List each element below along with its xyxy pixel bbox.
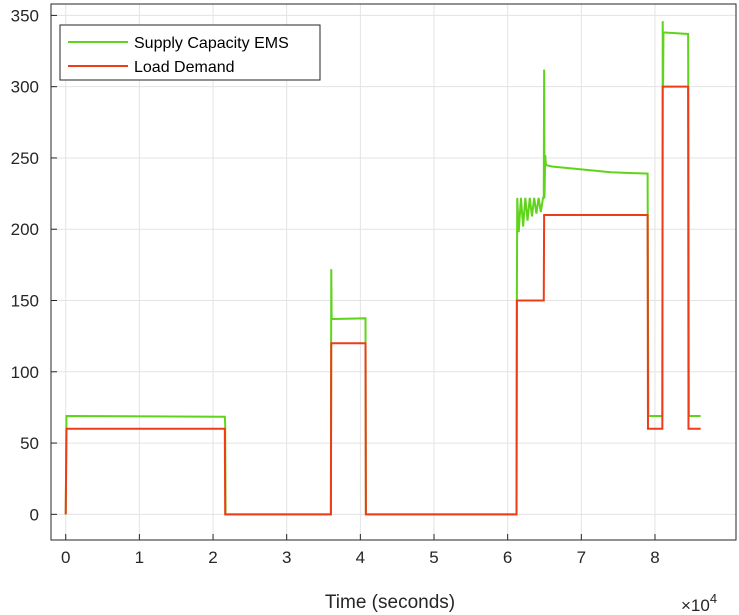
y-tick-label: 300 xyxy=(11,78,39,97)
y-tick-label: 50 xyxy=(20,434,39,453)
legend-label-supply: Supply Capacity EMS xyxy=(134,35,289,52)
axes xyxy=(50,3,737,541)
y-tick-label: 200 xyxy=(11,220,39,239)
y-tick-label: 100 xyxy=(11,363,39,382)
y-tick-label: 350 xyxy=(11,6,39,25)
x-tick-label: 8 xyxy=(650,548,659,567)
y-tick-label: 0 xyxy=(30,505,39,524)
x-tick-label: 6 xyxy=(503,548,512,567)
legend-box xyxy=(59,24,321,81)
plot-area xyxy=(51,4,736,540)
y-axis-ticks: 0 50 100 150 200 250 300 350 xyxy=(11,6,57,524)
y-tick-label: 250 xyxy=(11,149,39,168)
grid-lines xyxy=(51,4,736,540)
x-tick-label: 3 xyxy=(282,548,291,567)
x-tick-label: 4 xyxy=(356,548,365,567)
x-axis-exponent-base: ×10 xyxy=(681,596,710,615)
x-axis-exponent-power: 4 xyxy=(710,591,717,606)
axes-box xyxy=(50,3,737,541)
x-axis-label: Time (seconds) xyxy=(325,592,455,613)
series-line-load-demand xyxy=(64,85,701,516)
x-axis-exponent: ×104 xyxy=(681,591,717,615)
x-tick-label: 7 xyxy=(577,548,586,567)
legend-label-load: Load Demand xyxy=(134,59,235,76)
x-axis-ticks: 0 1 2 3 4 5 6 7 8 xyxy=(61,534,660,567)
x-tick-label: 2 xyxy=(208,548,217,567)
series-layer xyxy=(64,21,701,516)
legend: Supply Capacity EMS Load Demand xyxy=(59,24,321,81)
x-tick-label: 5 xyxy=(429,548,438,567)
x-tick-label: 1 xyxy=(135,548,144,567)
y-tick-label: 150 xyxy=(11,292,39,311)
x-tick-label: 0 xyxy=(61,548,70,567)
